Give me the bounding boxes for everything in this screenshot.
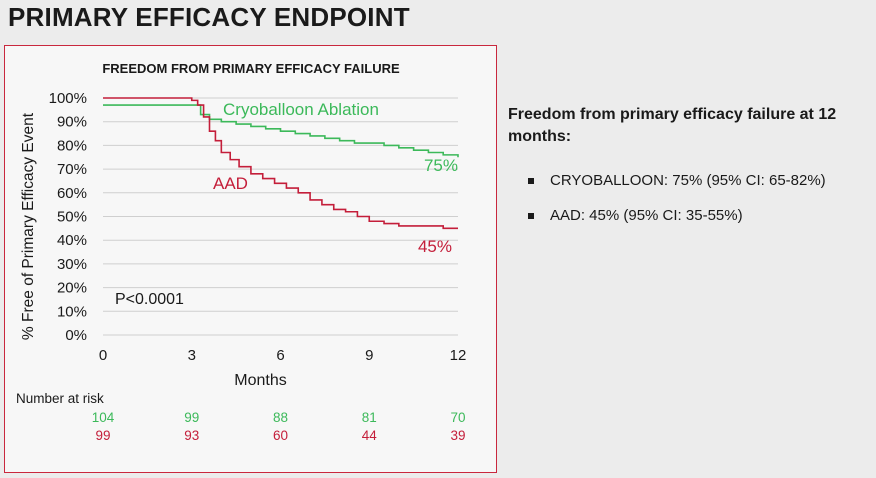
- x-tick-label: 12: [450, 347, 467, 364]
- x-tick-label: 6: [276, 347, 284, 364]
- risk-table-title: Number at risk: [16, 391, 104, 406]
- chart-title: FREEDOM FROM PRIMARY EFFICACY FAILURE: [102, 61, 400, 76]
- p-value-annotation: P<0.0001: [115, 291, 184, 308]
- y-tick-label: 60%: [57, 185, 87, 202]
- y-tick-label: 90%: [57, 114, 87, 131]
- y-tick-label: 40%: [57, 232, 87, 249]
- y-tick-label: 20%: [57, 280, 87, 297]
- bullet-square-icon: [528, 212, 534, 219]
- y-axis-label: % Free of Primary Efficacy Event: [20, 112, 37, 340]
- series-line-aad: [103, 97, 458, 230]
- x-tick-label: 3: [188, 347, 196, 364]
- series-line-cryoballoon: [103, 104, 459, 158]
- summary-bullet-text: CRYOBALLOON: 75% (95% CI: 65-82%): [550, 172, 826, 189]
- x-tick-label: 0: [99, 347, 107, 364]
- y-tick-label: 50%: [57, 209, 87, 226]
- y-tick-label: 10%: [57, 303, 87, 320]
- bullet-square-icon: [528, 177, 534, 184]
- y-tick-label: 0%: [65, 327, 87, 344]
- risk-count-aad: 93: [184, 428, 199, 443]
- x-axis-label: Months: [234, 372, 286, 389]
- summary-heading: Freedom from primary efficacy failure at…: [508, 106, 837, 145]
- end-label-cryoballoon: 75%: [424, 156, 458, 175]
- risk-count-cryoballoon: 81: [362, 410, 377, 425]
- series-label-aad: AAD: [213, 174, 248, 193]
- risk-count-aad: 99: [95, 428, 110, 443]
- y-tick-label: 80%: [57, 137, 87, 154]
- risk-count-cryoballoon: 99: [184, 410, 199, 425]
- x-tick-label: 9: [365, 347, 373, 364]
- risk-count-cryoballoon: 104: [92, 410, 115, 425]
- risk-count-cryoballoon: 70: [450, 410, 465, 425]
- risk-count-aad: 60: [273, 428, 288, 443]
- series-label-cryoballoon: Cryoballoon Ablation: [223, 100, 379, 119]
- summary-bullet-aad: AAD: 45% (95% CI: 35-55%): [508, 207, 868, 224]
- risk-count-aad: 39: [450, 428, 465, 443]
- summary-bullet-cryoballoon: CRYOBALLOON: 75% (95% CI: 65-82%): [508, 172, 868, 189]
- risk-count-aad: 44: [362, 428, 378, 443]
- y-tick-label: 100%: [49, 90, 87, 107]
- summary-bullet-text: AAD: 45% (95% CI: 35-55%): [550, 207, 743, 224]
- km-chart-svg: FREEDOM FROM PRIMARY EFFICACY FAILURE 0% 1…: [16, 61, 467, 443]
- slide-title: PRIMARY EFFICACY ENDPOINT: [8, 2, 410, 32]
- risk-count-cryoballoon: 88: [273, 410, 288, 425]
- chart-panel: FREEDOM FROM PRIMARY EFFICACY FAILURE 0% 1…: [4, 45, 497, 473]
- summary-panel: Freedom from primary efficacy failure at…: [508, 104, 868, 242]
- end-label-aad: 45%: [418, 237, 452, 256]
- y-tick-label: 30%: [57, 256, 87, 273]
- y-tick-label: 70%: [57, 161, 87, 178]
